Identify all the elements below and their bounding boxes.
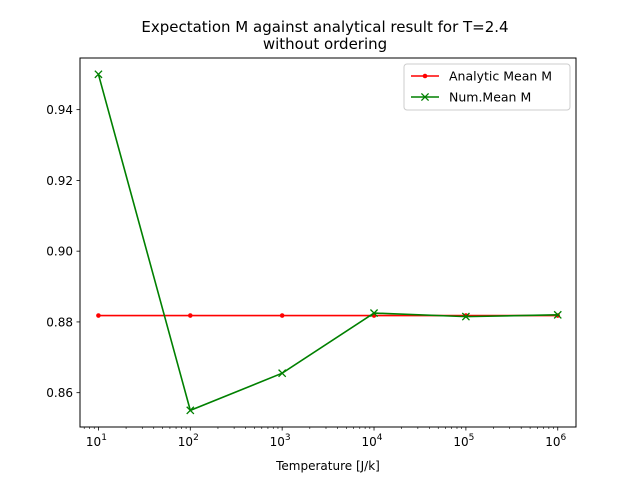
data-point xyxy=(96,313,101,318)
x-axis-ticks: 101 102 103 104 105 106 xyxy=(83,427,567,449)
x-tick-label: 103 xyxy=(270,433,291,449)
x-tick-label: 102 xyxy=(178,433,199,449)
legend: Analytic Mean M Num.Mean M xyxy=(403,63,571,111)
x-tick-label: 106 xyxy=(545,433,566,449)
data-point xyxy=(369,309,379,318)
legend-marker xyxy=(420,92,430,102)
x-tick-label: 101 xyxy=(86,433,107,449)
plot-area xyxy=(94,70,562,415)
data-point xyxy=(94,70,103,79)
x-tick-label: 104 xyxy=(362,433,383,449)
chart-title-line1: Expectation M against analytical result … xyxy=(141,18,508,36)
x-axis-label: Temperature [J/k] xyxy=(275,459,380,473)
data-point xyxy=(187,313,193,318)
legend-box xyxy=(403,63,571,111)
y-tick-label: 0.94 xyxy=(46,103,73,117)
y-tick-label: 0.88 xyxy=(46,315,73,329)
legend-label: Num.Mean M xyxy=(449,90,531,105)
axes-frame xyxy=(79,57,577,428)
y-tick-label: 0.86 xyxy=(46,386,73,400)
data-point xyxy=(186,406,195,415)
x-tick-label: 105 xyxy=(453,433,474,449)
legend-label: Analytic Mean M xyxy=(449,69,552,84)
series-line-num-mean-m xyxy=(97,74,558,412)
y-tick-label: 0.90 xyxy=(46,245,73,259)
y-tick-label: 0.92 xyxy=(46,174,73,188)
data-point xyxy=(278,369,287,378)
chart-title-line2: without ordering xyxy=(263,35,387,53)
data-point xyxy=(553,310,562,319)
data-point xyxy=(279,313,285,318)
data-point xyxy=(461,312,470,321)
legend-marker xyxy=(422,73,428,79)
y-axis-ticks: 0.86 0.88 0.90 0.92 0.94 xyxy=(46,103,80,400)
